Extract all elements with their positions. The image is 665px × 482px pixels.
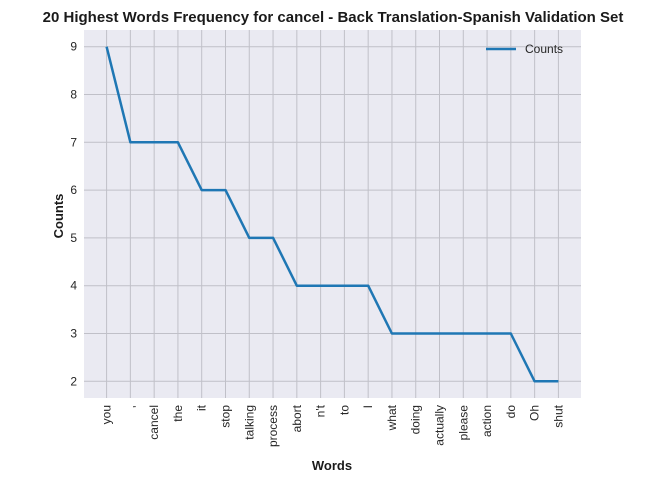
x-tick-label: the <box>171 405 185 422</box>
y-tick-label: 2 <box>70 374 77 388</box>
x-tick-label: n't <box>314 404 328 417</box>
x-tick-label: I <box>361 405 375 408</box>
x-tick-label: abort <box>290 404 304 432</box>
x-tick-label: what <box>385 404 399 431</box>
y-axis-ticks: 2 3 4 5 6 7 8 9 <box>70 40 77 389</box>
y-tick-label: 8 <box>70 88 77 102</box>
y-tick-label: 5 <box>70 231 77 245</box>
x-tick-label: process <box>266 405 280 447</box>
y-tick-label: 9 <box>70 40 77 54</box>
x-tick-label: action <box>480 405 494 437</box>
chart-title: 20 Highest Words Frequency for cancel - … <box>43 9 624 26</box>
x-tick-label: cancel <box>147 405 161 440</box>
x-tick-label: Oh <box>528 405 542 421</box>
x-tick-label: doing <box>409 405 423 434</box>
x-tick-label: stop <box>218 405 232 428</box>
legend: Counts <box>486 42 563 56</box>
x-tick-label: please <box>456 405 470 441</box>
y-tick-label: 3 <box>70 326 77 340</box>
legend-label-counts: Counts <box>525 42 563 56</box>
y-tick-label: 4 <box>70 279 77 293</box>
series-line-counts <box>105 46 559 383</box>
y-tick-label: 6 <box>70 183 77 197</box>
x-tick-label: shut <box>551 404 565 427</box>
x-tick-label: to <box>337 405 351 415</box>
x-tick-label: , <box>123 405 137 408</box>
y-axis-label: Counts <box>51 194 66 239</box>
x-tick-label: do <box>504 405 518 419</box>
x-axis-label: Words <box>312 458 352 473</box>
plot-area <box>84 30 581 398</box>
y-tick-label: 7 <box>70 135 77 149</box>
x-tick-label: it <box>195 404 209 411</box>
x-tick-label: talking <box>242 405 256 440</box>
x-axis-ticks: you, cancel the it stop talking process abort n'… <box>100 404 566 447</box>
x-tick-label: you <box>100 405 114 424</box>
x-tick-label: actually <box>433 405 447 446</box>
